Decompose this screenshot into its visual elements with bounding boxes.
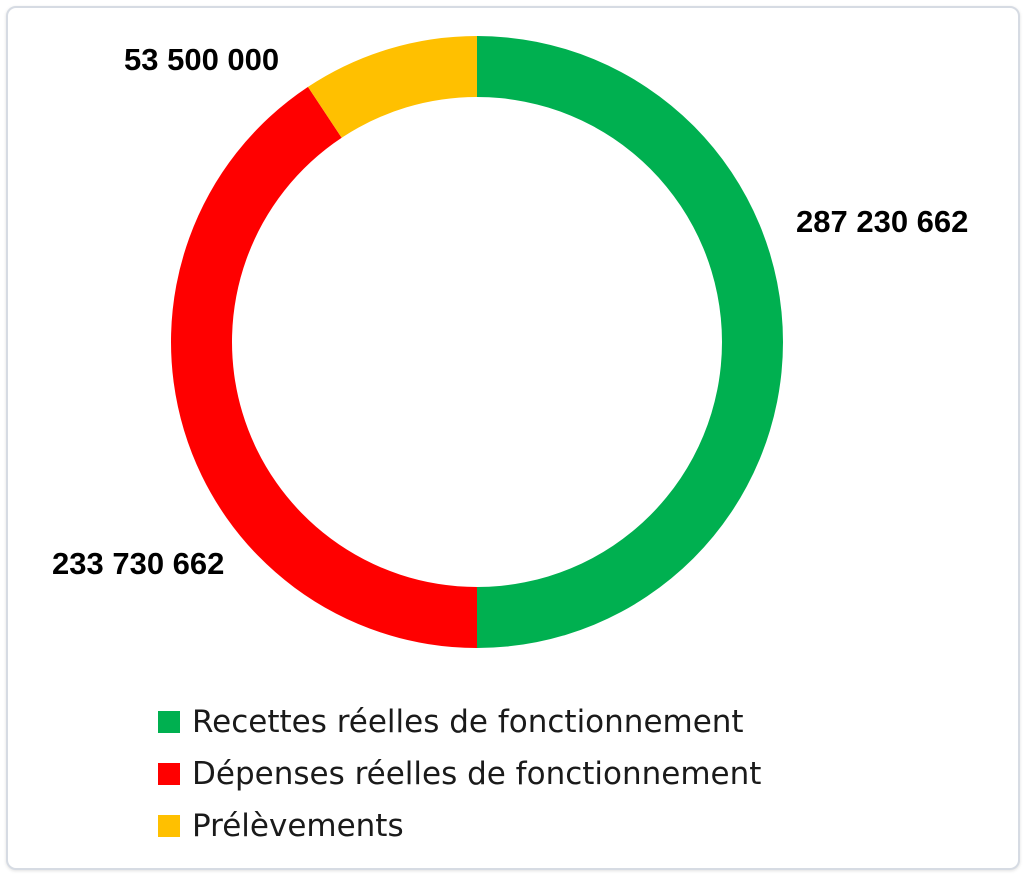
legend-swatch-recettes (158, 711, 180, 733)
legend-label-prelevements: Prélèvements (192, 808, 404, 844)
data-label-depenses: 233 730 662 (52, 546, 225, 581)
legend-label-depenses: Dépenses réelles de fonctionnement (192, 756, 762, 792)
legend: Recettes réelles de fonctionnement Dépen… (158, 696, 761, 852)
legend-label-recettes: Recettes réelles de fonctionnement (192, 704, 744, 740)
data-label-recettes: 287 230 662 (796, 204, 969, 239)
legend-swatch-prelevements (158, 815, 180, 837)
slice-depenses (170, 86, 477, 648)
slice-recettes (477, 36, 783, 648)
legend-swatch-depenses (158, 763, 180, 785)
legend-item-recettes: Recettes réelles de fonctionnement (158, 696, 761, 748)
legend-item-depenses: Dépenses réelles de fonctionnement (158, 748, 761, 800)
data-label-prelevements: 53 500 000 (124, 42, 280, 77)
legend-item-prelevements: Prélèvements (158, 800, 761, 852)
slice-prelevements (307, 36, 477, 138)
